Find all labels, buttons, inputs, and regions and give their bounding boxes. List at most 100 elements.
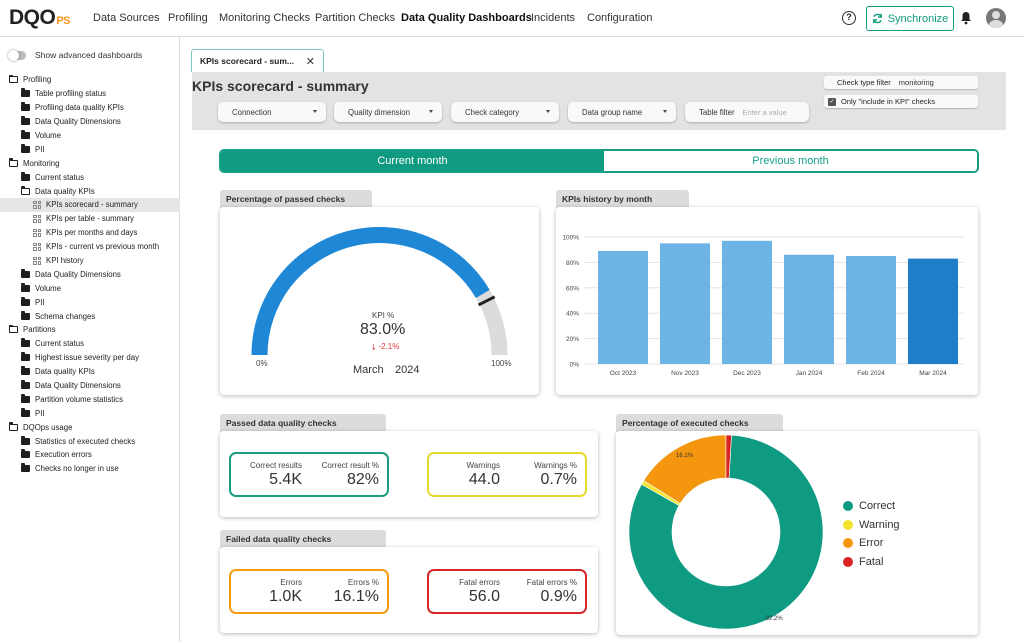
sidebar-item[interactable]: KPI history	[0, 254, 180, 268]
gauge-min-label: 0%	[256, 359, 268, 368]
current-month-button[interactable]: Current month	[221, 151, 604, 171]
table-filter-input[interactable]: Enter a value	[742, 107, 787, 117]
sidebar-item[interactable]: KPIs - current vs previous month	[0, 240, 180, 254]
sidebar-item[interactable]: Data Quality Dimensions	[0, 115, 180, 129]
data-group-filter[interactable]: Data group name	[568, 102, 676, 122]
sidebar-item[interactable]: PII	[0, 295, 180, 309]
nav-partition-checks[interactable]: Partition Checks	[315, 12, 396, 24]
sidebar-item[interactable]: Highest issue severity per day	[0, 351, 180, 365]
include-in-kpi-label: Only "include in KPI" checks	[841, 97, 936, 106]
sidebar-item[interactable]: Execution errors	[0, 448, 180, 462]
bar[interactable]	[722, 240, 772, 364]
bar[interactable]	[660, 243, 710, 364]
sidebar-item[interactable]: PII	[0, 406, 180, 420]
table-filter[interactable]: Table filter Enter a value	[685, 102, 809, 122]
x-tick-label: Jan 2024	[796, 370, 823, 377]
donut-slice-fatal[interactable]	[725, 434, 732, 479]
legend-item-fatal[interactable]: Fatal	[843, 556, 883, 568]
sidebar-item-label: Schema changes	[35, 311, 96, 321]
include-in-kpi-checkbox-row[interactable]: ✓ Only "include in KPI" checks	[824, 95, 978, 108]
sidebar-item[interactable]: Data quality KPIs	[0, 184, 180, 198]
page-title: KPIs scorecard - summary	[192, 78, 369, 94]
sidebar-item[interactable]: Statistics of executed checks	[0, 434, 180, 448]
sidebar-item[interactable]: Volume	[0, 129, 180, 143]
warnings-label: Warnings	[466, 461, 501, 470]
folder-open-icon	[9, 74, 18, 84]
sidebar-item[interactable]: KPIs per table - summary	[0, 212, 180, 226]
kpi-history-chart: 0% 20% 40% 60% 80% 100% Oct 2023 Nov 2023 Dec 20…	[562, 235, 964, 377]
user-avatar[interactable]	[986, 8, 1006, 28]
legend-item-warning[interactable]: Warning	[843, 519, 900, 531]
sidebar-item[interactable]: Profiling data quality KPIs	[0, 101, 180, 115]
errors-label: Errors	[280, 578, 302, 587]
sidebar-item-label: Data quality KPIs	[35, 186, 95, 196]
notifications-bell-icon[interactable]	[960, 11, 972, 25]
sidebar-item[interactable]: Partitions	[0, 323, 180, 337]
sidebar-item[interactable]: Data quality KPIs	[0, 365, 180, 379]
nav-data-sources[interactable]: Data Sources	[93, 12, 160, 24]
sidebar-item[interactable]: Volume	[0, 281, 180, 295]
include-in-kpi-checkbox[interactable]: ✓	[828, 97, 836, 106]
connection-filter[interactable]: Connection	[218, 102, 326, 122]
dashboard-tree: Profiling Table profiling status Profiling…	[0, 73, 180, 476]
warnings-pct-value: 0.7%	[540, 471, 577, 488]
x-tick-label: Mar 2024	[919, 370, 947, 377]
nav-monitoring-checks[interactable]: Monitoring Checks	[219, 12, 311, 24]
tab-kpis-scorecard[interactable]: KPIs scorecard - sum... ✕	[191, 49, 324, 72]
sidebar-item[interactable]: Table profiling status	[0, 87, 180, 101]
sidebar-item-label: PII	[35, 408, 45, 418]
sidebar-item[interactable]: Partition volume statistics	[0, 392, 180, 406]
folder-icon	[21, 130, 30, 139]
synchronize-button[interactable]: Synchronize	[866, 6, 954, 31]
sidebar-item[interactable]: KPIs scorecard - summary	[0, 198, 180, 212]
sidebar-item[interactable]: Schema changes	[0, 309, 180, 323]
sidebar-item[interactable]: KPIs per months and days	[0, 226, 180, 240]
advanced-dashboards-toggle[interactable]	[8, 49, 26, 61]
sidebar-item[interactable]: Data Quality Dimensions	[0, 379, 180, 393]
bar[interactable]	[784, 254, 834, 364]
correct-results-box: Correct results Correct result % 5.4K 82…	[229, 452, 389, 497]
nav-data-quality-dashboards[interactable]: Data Quality Dashboards	[401, 12, 532, 24]
bar[interactable]	[908, 258, 958, 364]
nav-configuration[interactable]: Configuration	[587, 12, 653, 24]
y-tick-label: 20%	[566, 336, 579, 343]
donut-slice-correct[interactable]	[628, 434, 824, 630]
previous-month-button[interactable]: Previous month	[604, 151, 977, 171]
legend-item-error[interactable]: Error	[843, 537, 883, 549]
nav-incidents[interactable]: Incidents	[531, 12, 576, 24]
gauge-card: KPI % 83.0% 🠗 -2.1% 0% 100% March 2024	[220, 207, 539, 395]
bar[interactable]	[846, 256, 896, 364]
legend-item-correct[interactable]: Correct	[843, 500, 895, 512]
check-category-filter[interactable]: Check category	[451, 102, 559, 122]
folder-icon	[21, 282, 30, 292]
sidebar-item[interactable]: Checks no longer in use	[0, 462, 180, 476]
sidebar-item-label: Data Quality Dimensions	[35, 381, 121, 391]
failed-checks-title: Failed data quality checks	[220, 530, 386, 548]
sidebar-item-label: KPIs scorecard - summary	[46, 200, 138, 210]
sidebar-item-label: Volume	[35, 283, 62, 293]
legend-swatch	[843, 557, 853, 567]
bar[interactable]	[598, 250, 648, 364]
close-icon[interactable]: ✕	[305, 56, 315, 68]
sidebar-item[interactable]: Data Quality Dimensions	[0, 267, 180, 281]
logo-suffix: PS	[56, 15, 71, 27]
sidebar-item[interactable]: Monitoring	[0, 156, 180, 170]
sidebar-item[interactable]: DQOps usage	[0, 420, 180, 434]
advanced-dashboards-toggle-row[interactable]: Show advanced dashboards	[8, 49, 142, 61]
folder-icon	[21, 338, 30, 348]
fatal-pct-label: Fatal errors %	[526, 578, 577, 587]
help-icon[interactable]: ?	[842, 11, 856, 25]
quality-dimension-filter[interactable]: Quality dimension	[334, 102, 442, 122]
sidebar-item[interactable]: Current status	[0, 170, 180, 184]
gauge-year: 2024	[395, 364, 420, 376]
kpi-delta: 🠗 -2.1%	[372, 342, 399, 356]
check-type-filter[interactable]: Check type filter monitoring	[824, 76, 978, 89]
sidebar-item[interactable]: Profiling	[0, 73, 180, 87]
sidebar-item-label: PII	[35, 144, 45, 154]
dqops-logo[interactable]: DQO PS	[9, 6, 71, 29]
sidebar-item[interactable]: Current status	[0, 337, 180, 351]
correct-pct-value: 82%	[346, 471, 379, 488]
nav-profiling[interactable]: Profiling	[168, 12, 208, 24]
sidebar-item[interactable]: PII	[0, 142, 180, 156]
check-category-filter-label: Check category	[465, 107, 520, 117]
